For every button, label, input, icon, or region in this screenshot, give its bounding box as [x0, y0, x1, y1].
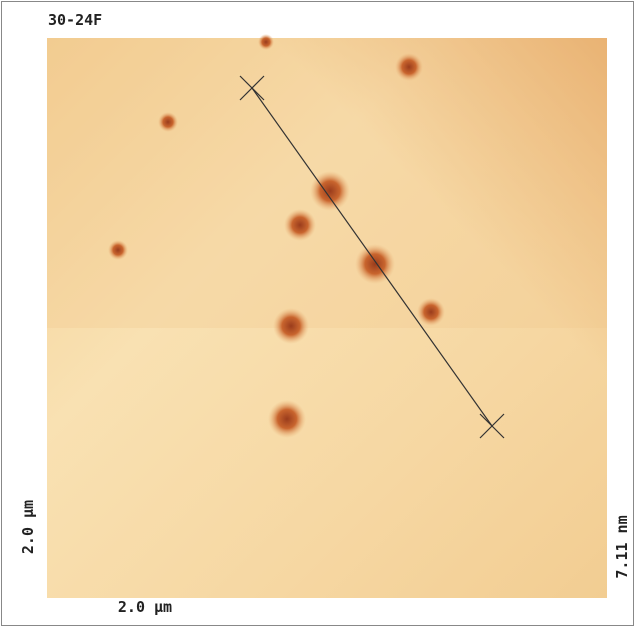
section-line	[239, 75, 505, 439]
left-scale-label: 2.0 µm	[19, 500, 37, 554]
bottom-scale-label: 2.0 µm	[118, 598, 172, 616]
height-scale-label: 7.11 nm	[613, 515, 631, 578]
image-title: 30-24F	[48, 11, 102, 29]
afm-image	[47, 34, 607, 598]
